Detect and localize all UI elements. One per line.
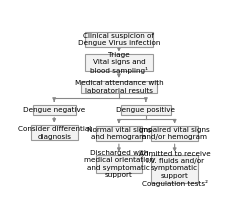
FancyBboxPatch shape bbox=[81, 81, 156, 93]
FancyBboxPatch shape bbox=[95, 155, 142, 173]
Text: Dengue negative: Dengue negative bbox=[23, 107, 85, 113]
Text: Triage
Vital signs and
blood sampling¹: Triage Vital signs and blood sampling¹ bbox=[90, 52, 147, 74]
FancyBboxPatch shape bbox=[31, 125, 77, 140]
FancyBboxPatch shape bbox=[84, 32, 152, 46]
FancyBboxPatch shape bbox=[151, 126, 197, 141]
Text: Impaired vital signs
and/or hemogram: Impaired vital signs and/or hemogram bbox=[139, 127, 209, 140]
Text: Dengue positive: Dengue positive bbox=[116, 107, 175, 113]
Text: Consider differential
diagnosis: Consider differential diagnosis bbox=[18, 126, 90, 140]
Text: Discharged with
medical orientation
and symptomatic
support: Discharged with medical orientation and … bbox=[83, 150, 153, 178]
FancyBboxPatch shape bbox=[151, 155, 197, 183]
FancyBboxPatch shape bbox=[32, 105, 75, 115]
FancyBboxPatch shape bbox=[120, 105, 170, 115]
Text: Admitted to receive
I.V. fluids and/or
symptomatic
support
Coagulation tests²: Admitted to receive I.V. fluids and/or s… bbox=[138, 151, 210, 187]
FancyBboxPatch shape bbox=[84, 54, 152, 71]
Text: Clinical suspicion of
Dengue Virus infection: Clinical suspicion of Dengue Virus infec… bbox=[77, 33, 159, 46]
Text: Normal vital signs
and hemogram: Normal vital signs and hemogram bbox=[86, 127, 151, 140]
FancyBboxPatch shape bbox=[95, 126, 142, 141]
Text: Medical attendance with
laboratorial results: Medical attendance with laboratorial res… bbox=[74, 81, 163, 94]
